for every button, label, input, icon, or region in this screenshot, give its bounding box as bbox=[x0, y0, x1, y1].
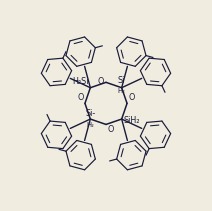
Text: O: O bbox=[78, 93, 84, 102]
Text: O: O bbox=[97, 77, 103, 86]
Text: H₂: H₂ bbox=[86, 122, 94, 128]
Text: O: O bbox=[108, 126, 114, 134]
Text: H₂: H₂ bbox=[118, 88, 126, 94]
Text: Si-: Si- bbox=[85, 109, 95, 118]
Text: H₂Si: H₂Si bbox=[72, 77, 89, 86]
Text: SiH₂: SiH₂ bbox=[124, 116, 140, 125]
Text: O: O bbox=[128, 93, 134, 102]
Text: Si: Si bbox=[118, 76, 125, 85]
